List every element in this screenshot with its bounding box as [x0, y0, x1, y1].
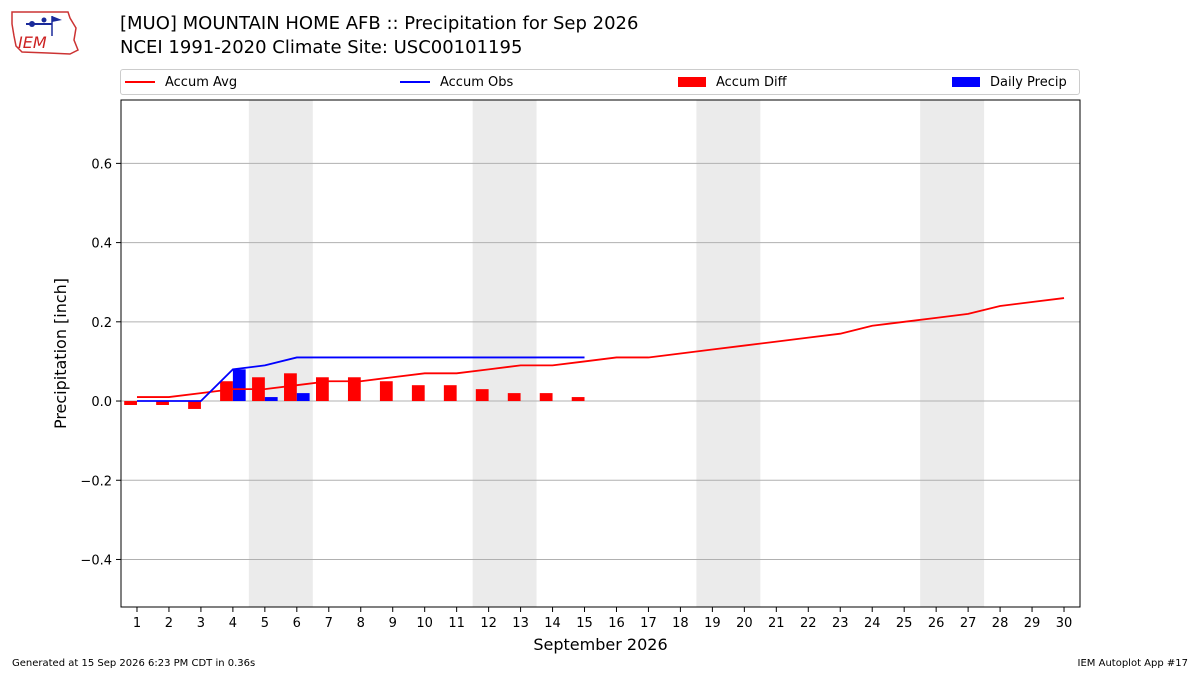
- legend-swatch-accum-avg: [125, 81, 155, 83]
- x-tick-label: 14: [544, 616, 561, 631]
- title-line-2: NCEI 1991-2020 Climate Site: USC00101195: [120, 37, 523, 58]
- accum-diff-bar: [188, 401, 201, 409]
- accum-diff-bar: [379, 381, 393, 402]
- x-tick-label: 6: [293, 616, 301, 631]
- accum-diff-bar: [539, 393, 553, 402]
- legend-label-accum-diff: Accum Diff: [716, 74, 787, 90]
- weekend-shade-3: [920, 100, 985, 607]
- iem-logo: IEM: [11, 11, 79, 55]
- daily-precip-bar: [264, 397, 278, 402]
- x-tick-label: 9: [389, 616, 397, 631]
- legend-swatch-daily-precip: [952, 77, 980, 87]
- x-tick-label: 11: [448, 616, 465, 631]
- y-tick-label: −0.4: [80, 553, 112, 568]
- x-tick-label: 17: [640, 616, 657, 631]
- x-tick-label: 1: [133, 616, 141, 631]
- weekend-shade-0: [248, 100, 313, 607]
- bars: [124, 369, 585, 409]
- x-tick-label: 8: [357, 616, 365, 631]
- x-tick-label: 2: [165, 616, 173, 631]
- x-tick-label: 27: [960, 616, 977, 631]
- x-tick-label: 5: [261, 616, 269, 631]
- y-tick-label: 0.4: [91, 237, 112, 252]
- title-line-1: [MUO] MOUNTAIN HOME AFB :: Precipitation…: [120, 13, 639, 34]
- accum-diff-bar: [284, 373, 297, 402]
- accum-diff-bar: [571, 397, 585, 402]
- x-tick-label: 7: [325, 616, 333, 631]
- logo-text: IEM: [18, 33, 47, 52]
- legend-label-daily-precip: Daily Precip: [990, 74, 1067, 90]
- y-axis-label: Precipitation [inch]: [51, 278, 70, 429]
- legend-swatch-accum-diff: [678, 77, 706, 87]
- x-tick-label: 13: [512, 616, 529, 631]
- x-tick-label: 28: [992, 616, 1009, 631]
- accum-diff-bar: [475, 389, 489, 402]
- x-tick-label: 30: [1056, 616, 1073, 631]
- legend-label-accum-obs: Accum Obs: [440, 74, 514, 90]
- x-tick-label: 24: [864, 616, 881, 631]
- weekend-shade-2: [696, 100, 761, 607]
- app-label: IEM Autoplot App #17: [1077, 658, 1188, 669]
- y-tick-label: −0.2: [80, 474, 112, 489]
- plot-frame: [120, 99, 1081, 608]
- legend-swatch-accum-obs: [400, 81, 430, 83]
- accum-diff-bar: [124, 401, 137, 405]
- generated-timestamp: Generated at 15 Sep 2026 6:23 PM CDT in …: [12, 658, 256, 669]
- series-lines: [136, 297, 1065, 402]
- x-tick-label: 26: [928, 616, 945, 631]
- accum-diff-bar: [347, 377, 361, 402]
- accum-diff-bar: [220, 381, 233, 402]
- accum-diff-bar: [443, 385, 457, 402]
- y-tick-label: 0.0: [91, 395, 112, 410]
- x-axis-label: September 2026: [533, 635, 667, 654]
- x-tick-label: 23: [832, 616, 849, 631]
- x-tick-label: 18: [672, 616, 689, 631]
- weekend-shading: [248, 100, 985, 607]
- daily-precip-bar: [232, 369, 246, 402]
- x-tick-label: 20: [736, 616, 753, 631]
- accum-avg-line: [136, 297, 1065, 398]
- weekend-shade-1: [472, 100, 537, 607]
- y-tick-label: 0.6: [91, 157, 112, 172]
- accum-diff-bar: [252, 377, 265, 402]
- x-tick-label: 21: [768, 616, 785, 631]
- legend-item-accum-obs: Accum Obs: [400, 70, 513, 94]
- x-tick-label: 10: [416, 616, 433, 631]
- accum-diff-bar: [411, 385, 425, 402]
- chart-title: [MUO] MOUNTAIN HOME AFB :: Precipitation…: [120, 12, 638, 60]
- x-tick-label: 15: [576, 616, 593, 631]
- legend: Accum Avg Accum Obs Accum Diff Daily Pre…: [120, 69, 1080, 95]
- x-tick-label: 16: [608, 616, 625, 631]
- x-tick-label: 19: [704, 616, 721, 631]
- accum-diff-bar: [315, 377, 329, 402]
- daily-precip-bar: [296, 393, 310, 402]
- axis-ticks: −0.4−0.20.00.20.40.61 2 3 4 5 6 7 8 9 10 11 12 13 14 1…: [80, 157, 1072, 631]
- x-tick-label: 3: [197, 616, 205, 631]
- x-tick-label: 4: [229, 616, 237, 631]
- accum-diff-bar: [507, 393, 521, 402]
- legend-label-accum-avg: Accum Avg: [165, 74, 238, 90]
- y-tick-label: 0.2: [91, 316, 112, 331]
- legend-item-daily-precip: Daily Precip: [952, 70, 1067, 94]
- grid-lines: [121, 162, 1080, 560]
- x-tick-label: 12: [480, 616, 497, 631]
- accum-diff-bar: [156, 401, 169, 405]
- legend-item-accum-diff: Accum Diff: [678, 70, 787, 94]
- legend-item-accum-avg: Accum Avg: [125, 70, 237, 94]
- x-tick-label: 25: [896, 616, 913, 631]
- accum-obs-line: [136, 356, 585, 402]
- x-tick-label: 22: [800, 616, 817, 631]
- x-tick-label: 29: [1024, 616, 1041, 631]
